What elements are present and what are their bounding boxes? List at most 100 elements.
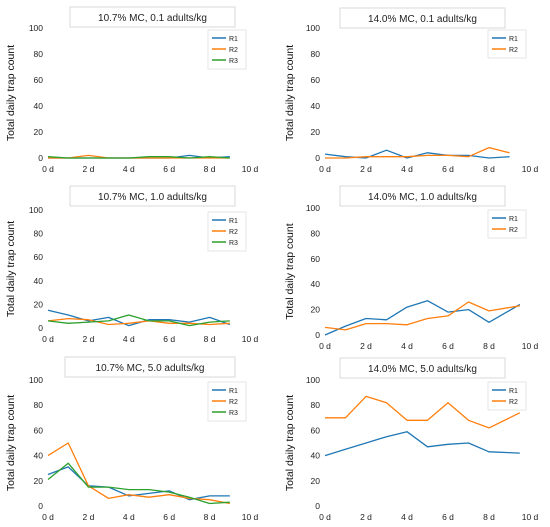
x-tick-label: 0 d xyxy=(42,334,54,344)
legend-box xyxy=(487,381,527,411)
x-tick-label: 8 d xyxy=(204,334,216,344)
x-tick-label: 8 d xyxy=(483,164,495,174)
y-tick-label: 80 xyxy=(311,49,321,59)
x-tick-label: 6 d xyxy=(442,341,454,351)
x-tick-label: 8 d xyxy=(204,164,216,174)
y-tick-label: 60 xyxy=(34,252,44,262)
y-tick-label: 40 xyxy=(34,451,44,461)
y-axis-label: Total daily trap count xyxy=(5,221,17,317)
x-tick-label: 10 d xyxy=(522,164,539,174)
chart-title: 14.0% MC, 5.0 adults/kg xyxy=(368,364,477,375)
x-tick-label: 6 d xyxy=(442,512,454,522)
y-tick-label: 40 xyxy=(311,451,321,461)
chart-panel-6: 14.0% MC, 5.0 adults/kg Total daily trap … xyxy=(284,357,539,522)
series-line-r3 xyxy=(47,314,230,327)
y-tick-label: 80 xyxy=(34,49,44,59)
series-line-r2 xyxy=(325,395,521,429)
y-axis-label: Total daily trap count xyxy=(284,223,296,319)
y-axis-label: Total daily trap count xyxy=(5,45,17,141)
y-tick-label: 20 xyxy=(311,476,321,486)
x-tick-label: 4 d xyxy=(401,512,413,522)
series-line-r2 xyxy=(47,442,230,505)
y-tick-label: 40 xyxy=(34,276,44,286)
x-tick-label: 4 d xyxy=(123,164,135,174)
series-line-r2 xyxy=(325,146,510,159)
chart-panel-3: 10.7% MC, 1.0 adults/kg Total daily trap … xyxy=(5,185,259,344)
legend-label: R2 xyxy=(509,399,518,406)
legend-label: R1 xyxy=(509,36,518,43)
y-axis-label: Total daily trap count xyxy=(284,45,296,141)
y-tick-label: 0 xyxy=(38,153,43,163)
chart-panel-2: 14.0% MC, 0.1 adults/kg Total daily trap … xyxy=(284,7,539,174)
chart-title-box xyxy=(69,185,236,207)
y-tick-label: 0 xyxy=(315,330,320,340)
legend-label: R2 xyxy=(229,229,238,236)
series-line-r1 xyxy=(47,466,230,501)
x-tick-label: 0 d xyxy=(42,164,54,174)
y-tick-label: 0 xyxy=(38,323,43,333)
legend-label: R1 xyxy=(229,36,238,43)
y-tick-label: 80 xyxy=(34,229,44,239)
x-tick-label: 4 d xyxy=(401,341,413,351)
y-axis-label: Total daily trap count xyxy=(5,395,17,491)
x-tick-label: 8 d xyxy=(483,341,495,351)
y-tick-label: 60 xyxy=(311,254,321,264)
chart-title: 14.0% MC, 0.1 adults/kg xyxy=(368,14,477,25)
chart-panel-4: 14.0% MC, 1.0 adults/kg Total daily trap … xyxy=(284,185,539,351)
y-tick-label: 80 xyxy=(34,400,44,410)
y-tick-label: 20 xyxy=(311,127,321,137)
x-tick-label: 10 d xyxy=(522,341,539,351)
series-line-r1 xyxy=(324,431,520,457)
legend-label: R3 xyxy=(229,240,238,247)
y-tick-label: 100 xyxy=(306,203,320,213)
x-tick-label: 4 d xyxy=(123,512,135,522)
x-tick-label: 2 d xyxy=(82,512,94,522)
x-tick-label: 4 d xyxy=(401,164,413,174)
chart-title: 14.0% MC, 1.0 adults/kg xyxy=(368,192,477,203)
x-tick-label: 2 d xyxy=(360,341,372,351)
y-tick-label: 100 xyxy=(29,23,43,33)
x-tick-label: 2 d xyxy=(360,164,372,174)
x-tick-label: 4 d xyxy=(123,334,135,344)
y-tick-label: 40 xyxy=(311,101,321,111)
y-axis-label: Total daily trap count xyxy=(284,395,296,491)
legend-label: R1 xyxy=(229,388,238,395)
legend-label: R3 xyxy=(229,58,238,65)
chart-title-box xyxy=(69,6,236,28)
x-tick-label: 0 d xyxy=(42,512,54,522)
legend-box xyxy=(487,209,527,239)
chart-title: 10.7% MC, 0.1 adults/kg xyxy=(98,13,207,24)
y-tick-label: 60 xyxy=(311,425,321,435)
legend-label: R1 xyxy=(509,216,518,223)
y-tick-label: 80 xyxy=(311,228,321,238)
y-tick-label: 60 xyxy=(311,75,321,85)
y-tick-label: 100 xyxy=(306,375,320,385)
y-tick-label: 60 xyxy=(34,425,44,435)
x-tick-label: 8 d xyxy=(483,512,495,522)
chart-title: 10.7% MC, 5.0 adults/kg xyxy=(96,363,205,374)
x-tick-label: 10 d xyxy=(242,334,259,344)
y-tick-label: 20 xyxy=(311,305,321,315)
x-tick-label: 6 d xyxy=(442,164,454,174)
chart-title-box xyxy=(339,185,506,207)
x-tick-label: 10 d xyxy=(242,164,259,174)
y-tick-label: 0 xyxy=(315,153,320,163)
x-tick-label: 8 d xyxy=(204,512,216,522)
y-tick-label: 60 xyxy=(34,75,44,85)
legend-box xyxy=(487,29,527,59)
legend-label: R3 xyxy=(229,410,238,417)
x-tick-label: 10 d xyxy=(522,512,539,522)
series-line-r3 xyxy=(47,462,230,505)
x-tick-label: 0 d xyxy=(319,164,331,174)
x-tick-label: 0 d xyxy=(319,512,331,522)
chart-title-box xyxy=(64,356,236,378)
chart-title-box xyxy=(339,357,506,379)
legend-label: R2 xyxy=(509,47,518,54)
chart-panel-1: 10.7% MC, 0.1 adults/kg Total daily trap … xyxy=(5,6,259,174)
x-tick-label: 10 d xyxy=(242,512,259,522)
y-tick-label: 40 xyxy=(34,101,44,111)
y-tick-label: 20 xyxy=(34,127,44,137)
series-line-r3 xyxy=(47,156,230,159)
x-tick-label: 2 d xyxy=(82,164,94,174)
